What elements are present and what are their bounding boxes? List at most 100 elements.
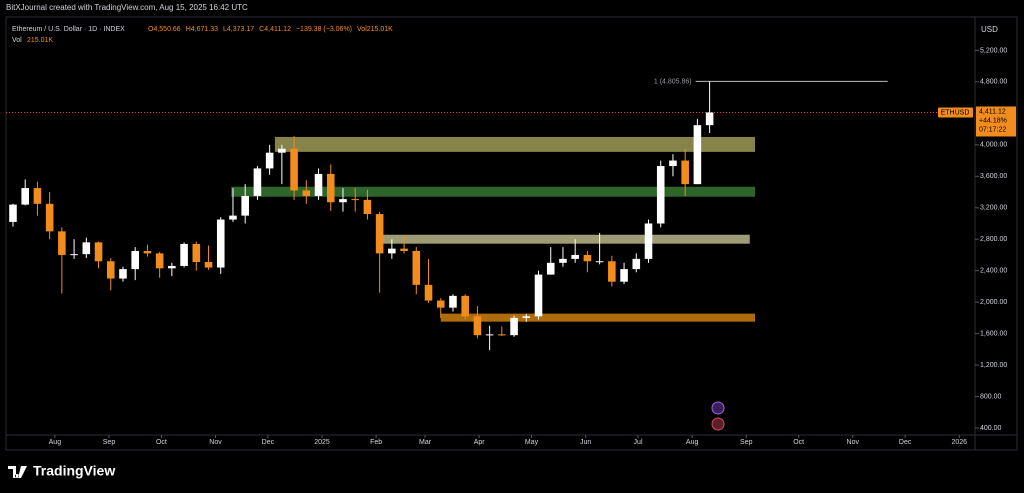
candle-body <box>620 269 628 282</box>
y-tick-label: 4,000.00 <box>980 142 1007 149</box>
y-tick-label: 2,800.00 <box>980 236 1007 243</box>
candle-body <box>559 258 567 263</box>
x-tick-label: Feb <box>370 439 382 446</box>
countdown: 07:17:22 <box>979 126 1006 133</box>
candle-body <box>339 199 347 203</box>
x-tick-label: 2026 <box>951 439 967 446</box>
candle-body <box>669 160 677 167</box>
candle-body <box>204 262 213 268</box>
candle-body <box>302 190 311 196</box>
candle-body <box>326 173 335 203</box>
x-tick-label: Nov <box>847 439 860 446</box>
candle-body <box>9 204 17 222</box>
candle-body <box>473 316 482 336</box>
candle-body <box>94 242 103 262</box>
x-tick-label: 2025 <box>314 439 330 446</box>
candle-body <box>375 214 384 254</box>
candle-body <box>70 254 78 256</box>
candle-body <box>265 152 274 169</box>
event-icon[interactable] <box>711 417 725 431</box>
x-tick-label: Aug <box>686 439 699 446</box>
brand: TradingView <box>33 463 115 479</box>
candle-body <box>119 269 127 279</box>
candle-body <box>45 203 54 232</box>
legend-value: Vol215.01K <box>357 26 393 33</box>
y-tick-label: 3,200.00 <box>980 205 1007 212</box>
volume-label: Vol <box>12 37 22 44</box>
last-price-box <box>976 106 1016 137</box>
candle-body <box>412 251 421 285</box>
candle-body <box>608 261 616 282</box>
candle-body <box>58 231 66 255</box>
x-tick-label: Sep <box>103 439 116 446</box>
candle-body <box>705 112 714 126</box>
currency: USD <box>981 25 998 34</box>
last-price: 4,411.12 <box>979 108 1006 115</box>
zone <box>377 234 750 244</box>
candle-body <box>632 258 641 270</box>
attribution: BitXJournal created with TradingView.com… <box>6 3 248 12</box>
y-tick-label: 2,000.00 <box>980 299 1007 306</box>
y-tick-label: 400.00 <box>980 425 1002 432</box>
logo-icon <box>8 466 27 478</box>
ohlc-legend: O4,550.66 H4,671.33 L4,373.17 C4,411.12 −139… <box>148 26 393 33</box>
x-tick-label: Dec <box>899 439 912 446</box>
candle-body <box>400 248 408 252</box>
candle-body <box>485 334 494 336</box>
candle-body <box>571 254 579 259</box>
candle-body <box>546 262 555 275</box>
candle-body <box>155 253 164 269</box>
y-tick-label: 3,600.00 <box>980 173 1007 180</box>
x-tick-label: Dec <box>262 439 275 446</box>
candle-body <box>534 274 543 317</box>
candle-body <box>21 188 29 205</box>
candle-body <box>229 215 237 220</box>
y-tick-label: 1,200.00 <box>980 362 1007 369</box>
candle-body <box>82 242 91 255</box>
candle-body <box>290 148 298 191</box>
candle-body <box>106 261 115 279</box>
candle-body <box>253 168 262 196</box>
volume-value: 215.01K <box>27 37 53 44</box>
zone <box>274 136 756 152</box>
candle-body <box>314 173 323 196</box>
candle-body <box>583 254 592 262</box>
legend-value: O4,550.66 <box>148 26 181 33</box>
candle-body <box>436 300 445 308</box>
zone <box>231 186 756 197</box>
x-tick-label: Nov <box>209 439 222 446</box>
candle-body <box>363 199 372 215</box>
chart-title: Ethereum / U.S. Dollar · 1D · INDEX <box>12 26 125 33</box>
legend-value: C4,411.12 <box>259 26 291 33</box>
y-tick-label: 5,200.00 <box>980 47 1007 54</box>
candle-body <box>168 265 176 269</box>
candle-body <box>388 248 396 254</box>
y-tick-label: 2,400.00 <box>980 268 1007 275</box>
legend-value: H4,671.33 <box>186 26 218 33</box>
candle-body <box>693 125 702 185</box>
candle-body <box>424 284 433 301</box>
symbol-box <box>938 107 973 118</box>
legend-value: −139.38 (−3.06%) <box>296 26 352 33</box>
event-icon[interactable] <box>711 401 725 415</box>
plot: 1 (4,805.86) <box>6 78 975 351</box>
candle-body <box>33 188 42 204</box>
candle-body <box>192 243 201 263</box>
change: +44.18% <box>979 117 1007 124</box>
y-tick-label: 1,600.00 <box>980 330 1007 337</box>
x-tick-label: Aug <box>49 439 62 446</box>
candle-body <box>595 261 604 263</box>
brand-logo: TradingView <box>8 463 115 479</box>
x-tick-label: May <box>525 439 539 446</box>
legend-value: L4,373.17 <box>223 26 254 33</box>
x-tick-label: Oct <box>793 439 804 446</box>
candle-body <box>278 148 286 153</box>
x-tick-label: Oct <box>156 439 167 446</box>
x-tick-label: Sep <box>740 439 753 446</box>
candle-body <box>449 295 457 308</box>
candle-body <box>241 195 249 216</box>
candle-body <box>216 219 225 268</box>
frame <box>5 16 1018 451</box>
candle-body <box>180 243 188 266</box>
